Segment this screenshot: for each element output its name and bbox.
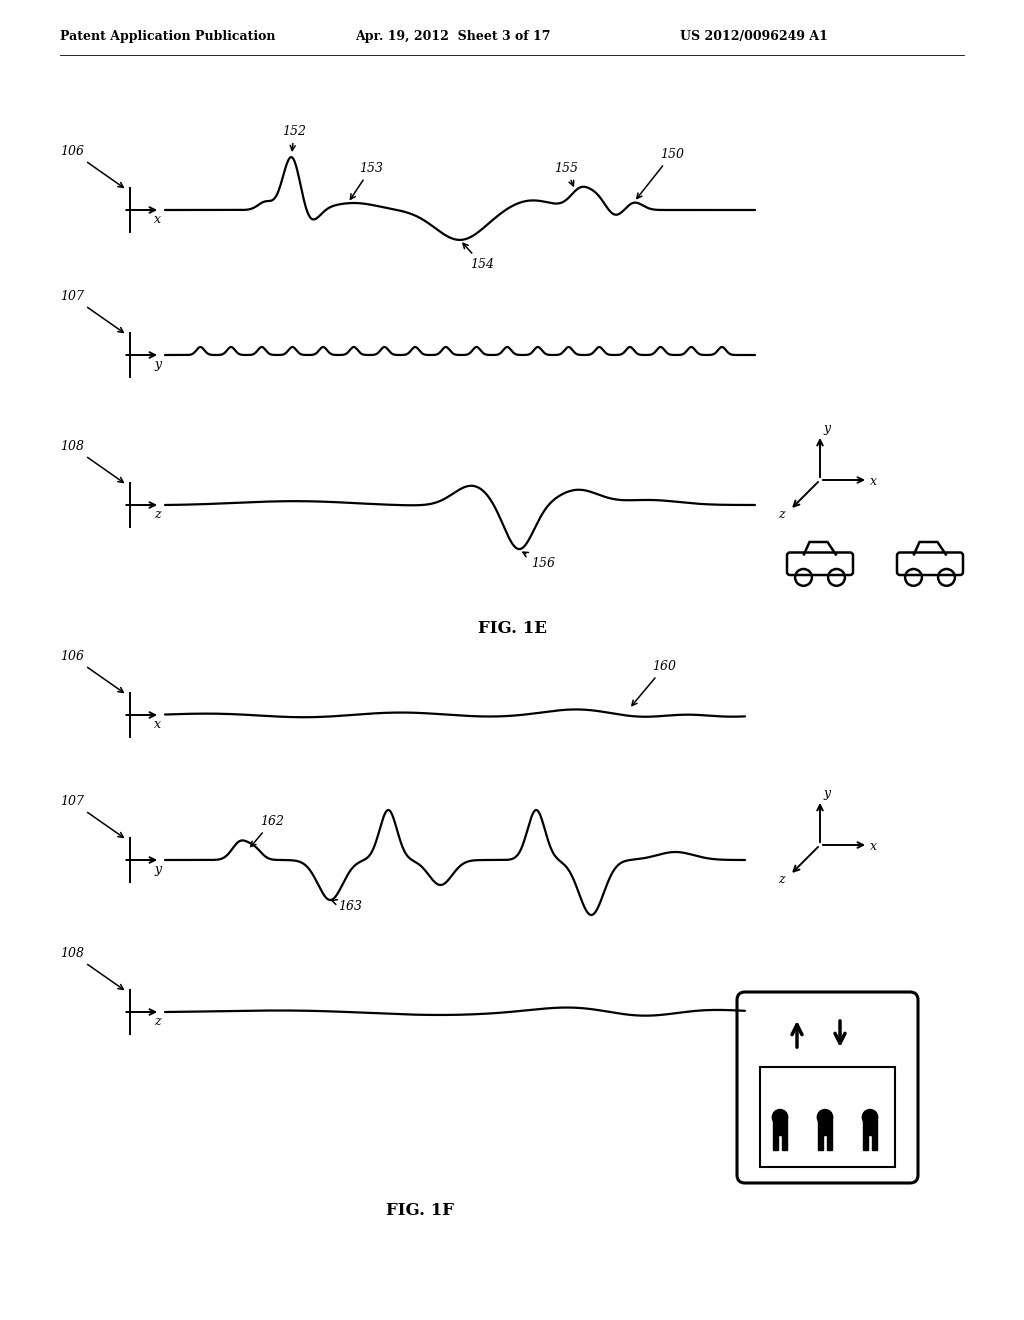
Bar	[782, 1135, 786, 1150]
Bar	[872, 1135, 877, 1150]
Text: 108: 108	[60, 946, 123, 990]
Text: 162: 162	[251, 814, 284, 846]
Text: y: y	[823, 422, 830, 436]
Text: FIG. 1F: FIG. 1F	[386, 1203, 454, 1218]
Text: 153: 153	[350, 162, 383, 199]
Text: 160: 160	[632, 660, 677, 706]
Text: x: x	[870, 475, 877, 488]
Text: z: z	[778, 873, 784, 886]
Text: US 2012/0096249 A1: US 2012/0096249 A1	[680, 30, 827, 44]
Text: 107: 107	[60, 290, 123, 333]
Text: y: y	[154, 863, 161, 876]
Text: x: x	[154, 718, 161, 731]
Bar	[773, 1119, 786, 1135]
Text: 107: 107	[60, 795, 123, 837]
Text: 108: 108	[60, 440, 123, 482]
Text: 152: 152	[282, 125, 306, 150]
Text: 163: 163	[332, 900, 362, 913]
Text: x: x	[154, 213, 161, 226]
Text: 106: 106	[60, 649, 123, 693]
Text: z: z	[154, 1015, 161, 1028]
Circle shape	[862, 1110, 878, 1125]
Text: y: y	[154, 358, 161, 371]
Text: 154: 154	[463, 243, 494, 271]
Bar	[863, 1119, 877, 1135]
Text: FIG. 1E: FIG. 1E	[477, 620, 547, 638]
Text: 106: 106	[60, 145, 123, 187]
Bar	[818, 1135, 823, 1150]
Text: z: z	[778, 508, 784, 521]
Circle shape	[772, 1110, 787, 1125]
Text: 155: 155	[554, 162, 579, 186]
Bar	[827, 1135, 831, 1150]
Bar	[863, 1135, 867, 1150]
Bar	[760, 1067, 895, 1167]
Text: z: z	[154, 508, 161, 521]
Text: Apr. 19, 2012  Sheet 3 of 17: Apr. 19, 2012 Sheet 3 of 17	[355, 30, 551, 44]
Bar	[818, 1119, 831, 1135]
Text: 156: 156	[523, 552, 555, 570]
Circle shape	[817, 1110, 833, 1125]
Bar	[773, 1135, 778, 1150]
Text: 150: 150	[637, 148, 684, 198]
Text: y: y	[823, 787, 830, 800]
Text: x: x	[870, 840, 877, 853]
Text: Patent Application Publication: Patent Application Publication	[60, 30, 275, 44]
